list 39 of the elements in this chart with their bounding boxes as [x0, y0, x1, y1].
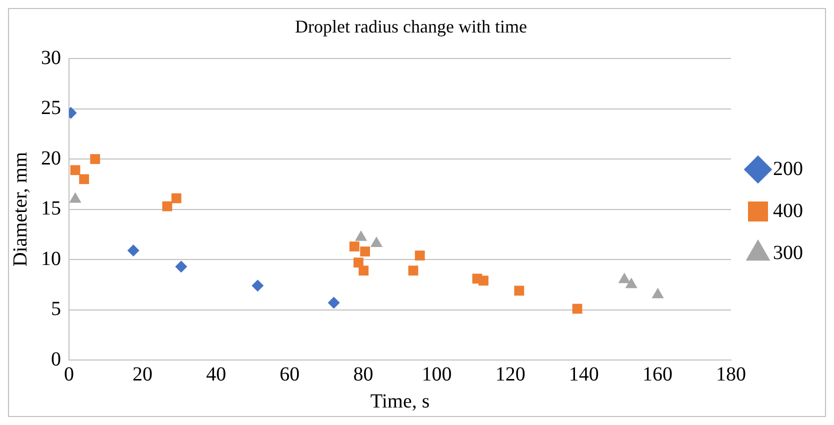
point	[478, 276, 488, 286]
legend-label: 400	[773, 200, 803, 222]
x-tick-label: 140	[568, 363, 599, 386]
y-tick-label: 25	[41, 97, 61, 120]
point	[414, 250, 425, 260]
point	[90, 154, 100, 164]
point	[358, 266, 369, 276]
x-axis-title: Time, s	[370, 390, 430, 412]
point	[514, 286, 524, 296]
x-tick-label: 20	[132, 363, 153, 386]
y-tick-label: 5	[51, 298, 61, 320]
y-tick-label: 0	[51, 348, 61, 370]
point	[79, 174, 90, 184]
x-tick-label: 80	[353, 363, 374, 386]
y-tick-label: 15	[41, 198, 61, 220]
x-tick-label: 100	[422, 363, 452, 386]
point	[572, 304, 582, 314]
point	[252, 280, 264, 292]
y-tick-label: 30	[41, 46, 61, 69]
x-tick-label: 180	[716, 363, 746, 386]
point	[127, 244, 140, 256]
x-tick-label: 160	[642, 363, 672, 386]
legend-label: 200	[773, 158, 803, 180]
point	[349, 242, 360, 252]
chart-title: Droplet radius change with time	[295, 16, 527, 37]
point	[408, 266, 418, 276]
y-tick-label: 20	[41, 147, 61, 170]
point	[162, 201, 172, 212]
point	[360, 246, 370, 256]
point	[328, 296, 340, 309]
x-tick-label: 120	[495, 363, 526, 386]
point	[70, 165, 80, 176]
y-axis-title: Diameter, mm	[9, 152, 32, 267]
point	[175, 260, 188, 273]
legend-label: 300	[773, 242, 803, 264]
x-tick-label: 60	[280, 363, 300, 386]
x-tick-label: 40	[206, 363, 226, 386]
point	[171, 193, 182, 204]
y-tick-label: 10	[41, 248, 61, 270]
